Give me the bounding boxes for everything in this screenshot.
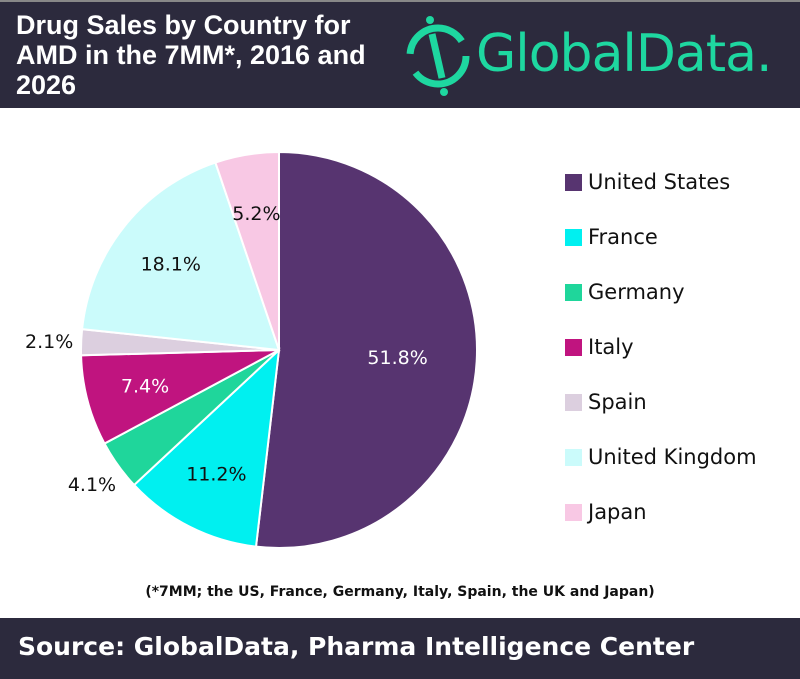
- legend-swatch: [565, 503, 582, 521]
- data-label: 18.1%: [141, 253, 201, 275]
- legend-item: Japan: [565, 500, 647, 524]
- legend-label: Italy: [588, 335, 634, 359]
- legend-item: United States: [565, 170, 730, 194]
- data-label: 4.1%: [68, 474, 116, 496]
- legend-item: Spain: [565, 390, 647, 414]
- legend-label: Spain: [588, 390, 647, 414]
- data-label: 11.2%: [186, 464, 246, 486]
- legend-item: Germany: [565, 280, 685, 304]
- legend-swatch: [565, 283, 582, 301]
- legend-label: United Kingdom: [588, 445, 757, 469]
- pie-slice-japan: [214, 150, 280, 351]
- footnote: (*7MM; the US, France, Germany, Italy, S…: [145, 584, 655, 600]
- logo-text: GlobalData.: [476, 24, 773, 84]
- data-label: 7.4%: [121, 376, 169, 398]
- data-label: 51.8%: [367, 347, 427, 369]
- legend-label: United States: [588, 170, 731, 194]
- data-label: 5.2%: [232, 203, 280, 225]
- pie-chart: 51.8% 11.2% 4.1% 7.4% 2.1% 18.1% 5.2%: [25, 150, 479, 549]
- chart-title: Drug Sales by Country for AMD in the 7MM…: [16, 10, 366, 100]
- legend-item: United Kingdom: [565, 445, 757, 469]
- legend-swatch: [565, 173, 582, 191]
- globaldata-logo: GlobalData.: [398, 12, 793, 97]
- legend-item: Italy: [565, 335, 634, 359]
- legend-swatch: [565, 338, 582, 356]
- globaldata-logo-icon: [406, 16, 470, 96]
- legend-label: Japan: [588, 500, 647, 524]
- header: Drug Sales by Country for AMD in the 7MM…: [0, 0, 800, 108]
- data-label: 2.1%: [25, 331, 73, 353]
- legend-swatch: [565, 448, 582, 466]
- source-footer: Source: GlobalData, Pharma Intelligence …: [0, 618, 800, 679]
- legend-swatch: [565, 393, 582, 411]
- legend-swatch: [565, 228, 582, 246]
- legend-item: France: [565, 225, 658, 249]
- legend-label: Germany: [588, 280, 685, 304]
- legend-label: France: [588, 225, 658, 249]
- pie-slice-united-kingdom: [80, 161, 281, 352]
- pie-slice-united-states: [254, 150, 479, 549]
- pie-slice-france: [132, 347, 281, 548]
